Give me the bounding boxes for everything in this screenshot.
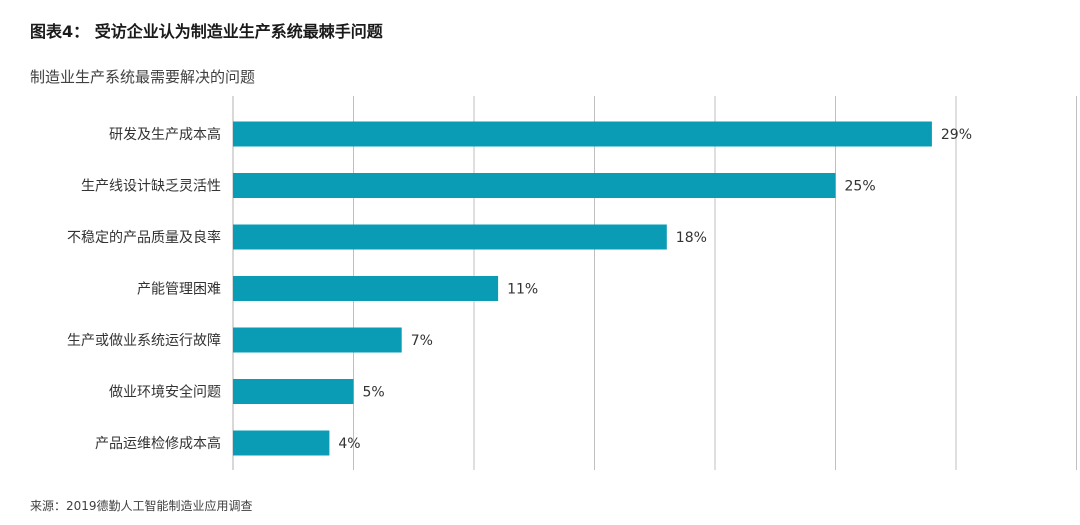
value-label: 5% (363, 385, 385, 401)
bar (233, 121, 932, 147)
category-label: 不稳定的产品质量及良率 (67, 229, 221, 246)
category-label: 产品运维检修成本高 (95, 435, 221, 452)
value-label: 4% (338, 436, 360, 452)
category-label: 生产线设计缺乏灵活性 (81, 179, 221, 195)
bars (233, 121, 932, 456)
bar (233, 173, 836, 198)
value-label: 11% (507, 282, 538, 298)
labels: 研发及生产成本高 29% 生产线设计缺乏灵活性 25% 不稳定的产品质量及良率 18% 产能… (67, 126, 972, 452)
bar (233, 430, 330, 456)
category-label: 生产或做业系统运行故障 (67, 333, 221, 349)
value-label: 25% (845, 179, 876, 195)
source-note: 来源：2019德勤人工智能制造业应用调查 (30, 499, 253, 513)
bar (233, 379, 354, 404)
category-label: 产能管理困难 (137, 282, 221, 298)
value-label: 29% (941, 127, 972, 143)
bar (233, 224, 667, 250)
chart-subtitle: 制造业生产系统最需要解决的问题 (30, 68, 256, 86)
value-label: 18% (676, 230, 707, 246)
value-label: 7% (411, 333, 433, 349)
bar (233, 327, 402, 353)
category-label: 做业环境安全问题 (109, 384, 221, 401)
category-label: 研发及生产成本高 (109, 126, 221, 143)
bar (233, 276, 499, 301)
chart-title: 图表4： 受访企业认为制造业生产系统最棘手问题 (30, 22, 383, 41)
gridlines (232, 96, 1077, 470)
